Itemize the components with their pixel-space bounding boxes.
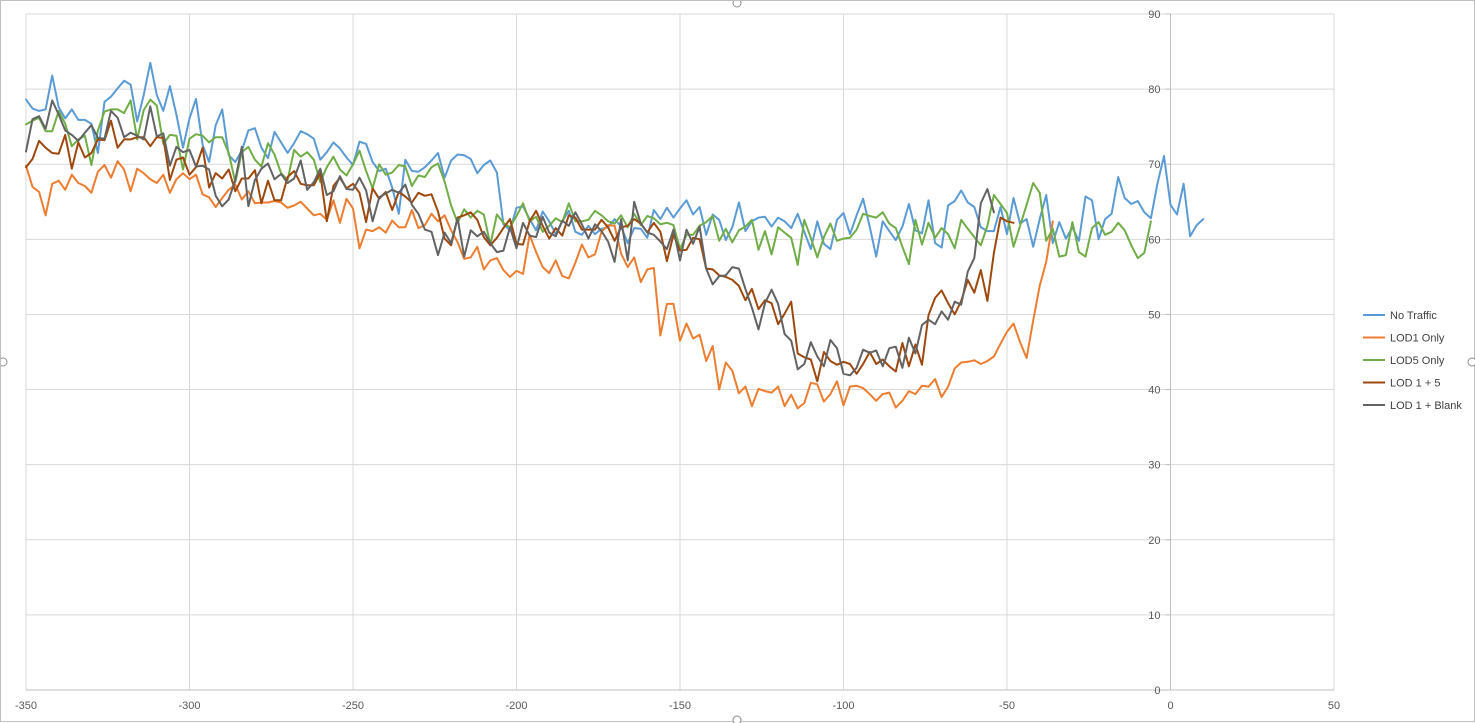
x-tick-label: -150 [669,700,691,712]
x-tick-label: -350 [15,700,37,712]
y-tick-label: 90 [1148,9,1160,21]
y-tick-label: 20 [1148,535,1160,547]
legend-label: LOD 1 + 5 [1390,378,1440,390]
y-tick-label: 50 [1148,309,1160,321]
legend: No Traffic LOD1 Only LOD5 Only LOD 1 + 5 LOD… [1363,310,1462,412]
x-tick-label: -250 [342,700,364,712]
x-tick-label: -100 [832,700,854,712]
legend-label: LOD 1 + Blank [1390,400,1462,412]
series-lines [25,61,1205,410]
gridlines [25,13,1335,691]
x-tick-label: -300 [178,700,200,712]
x-tick-label: 0 [1167,700,1173,712]
resize-handle [732,715,742,723]
series-line-lod1-only [25,160,1054,410]
series-line-lod-1-blank [25,99,995,377]
legend-label: LOD1 Only [1390,333,1445,345]
resize-handle [732,1,742,8]
resize-handle [1,357,8,367]
series-line-no-traffic [25,61,1205,258]
x-axis: -350 -300 -250 -200 -150 -100 -50 0 50 [15,700,1340,712]
legend-label: LOD5 Only [1390,355,1445,367]
legend-label: No Traffic [1390,310,1437,322]
y-tick-label: 40 [1148,385,1160,397]
x-tick-label: 50 [1328,700,1340,712]
y-tick-label: 30 [1148,460,1160,472]
y-tick-label: 70 [1148,159,1160,171]
y-tick-label: 10 [1148,610,1160,622]
series-line-lod-1-5 [25,119,1015,383]
y-tick-label: 0 [1154,685,1160,697]
y-tick-label: 80 [1148,84,1160,96]
x-tick-label: -200 [505,700,527,712]
resize-handle [1467,357,1475,367]
y-axis: 0 10 20 30 40 50 60 70 80 90 [1148,9,1171,697]
y-tick-label: 60 [1148,234,1160,246]
series-line-lod5-only [25,98,1152,266]
x-tick-label: -50 [999,700,1015,712]
